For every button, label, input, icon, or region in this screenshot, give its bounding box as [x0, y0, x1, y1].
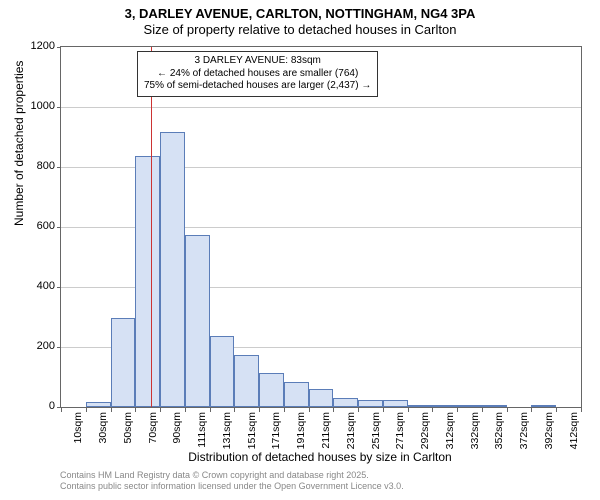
chart-title-line2: Size of property relative to detached ho… [0, 21, 600, 37]
x-tick-label: 372sqm [518, 412, 530, 452]
annotation-line-2: ← 24% of detached houses are smaller (76… [144, 68, 371, 81]
histogram-bar [432, 405, 457, 407]
y-tick-label: 1200 [31, 40, 55, 52]
x-tick [234, 407, 235, 412]
annotation-line-3: 75% of semi-detached houses are larger (… [144, 80, 371, 93]
histogram-bar [457, 405, 482, 407]
x-tick [185, 407, 186, 412]
x-tick [531, 407, 532, 412]
x-tick [383, 407, 384, 412]
x-tick-label: 392sqm [543, 412, 555, 452]
highlight-line [151, 47, 152, 407]
x-tick-label: 211sqm [320, 412, 332, 452]
x-tick [259, 407, 260, 412]
x-tick-label: 90sqm [171, 412, 183, 452]
y-tick-label: 600 [37, 220, 55, 232]
x-tick [111, 407, 112, 412]
x-tick [482, 407, 483, 412]
x-tick [457, 407, 458, 412]
x-tick-label: 312sqm [444, 412, 456, 452]
footer-line-2: Contains public sector information licen… [60, 481, 404, 492]
x-tick-label: 332sqm [469, 412, 481, 452]
histogram-bar [210, 336, 235, 407]
plot-area: 3 DARLEY AVENUE: 83sqm ← 24% of detached… [60, 46, 582, 408]
x-tick-label: 131sqm [221, 412, 233, 452]
x-tick [309, 407, 310, 412]
histogram-bar [309, 389, 334, 407]
histogram-bar [408, 405, 433, 407]
y-tick-label: 800 [37, 160, 55, 172]
histogram-bar [111, 318, 136, 407]
x-tick [210, 407, 211, 412]
y-tick-label: 0 [49, 400, 55, 412]
x-tick-label: 231sqm [345, 412, 357, 452]
x-tick-label: 352sqm [493, 412, 505, 452]
histogram-bar [482, 405, 507, 407]
histogram-bar [284, 382, 309, 408]
x-tick-label: 292sqm [419, 412, 431, 452]
x-tick-label: 70sqm [147, 412, 159, 452]
histogram-bar [185, 235, 210, 408]
x-tick-label: 50sqm [122, 412, 134, 452]
x-tick [556, 407, 557, 412]
x-tick [581, 407, 582, 412]
y-tick-label: 400 [37, 280, 55, 292]
y-tick [57, 347, 61, 348]
footer-line-1: Contains HM Land Registry data © Crown c… [60, 470, 404, 481]
histogram-bar [259, 373, 284, 408]
y-tick-label: 200 [37, 340, 55, 352]
x-tick [160, 407, 161, 412]
x-tick [358, 407, 359, 412]
histogram-bar [531, 405, 556, 407]
histogram-bar [160, 132, 185, 407]
x-tick-label: 151sqm [246, 412, 258, 452]
x-tick-label: 30sqm [97, 412, 109, 452]
histogram-bar [333, 398, 358, 407]
histogram-bar [86, 402, 111, 407]
x-tick-label: 191sqm [295, 412, 307, 452]
y-tick-label: 1000 [31, 100, 55, 112]
histogram-bar [358, 400, 383, 407]
histogram-bar [383, 400, 408, 407]
x-tick-label: 10sqm [72, 412, 84, 452]
x-tick [408, 407, 409, 412]
y-tick [57, 167, 61, 168]
x-tick [86, 407, 87, 412]
x-tick-label: 412sqm [568, 412, 580, 452]
x-tick [284, 407, 285, 412]
y-axis-label: Number of detached properties [12, 61, 26, 226]
y-tick [57, 227, 61, 228]
histogram-bar [234, 355, 259, 407]
x-tick [432, 407, 433, 412]
x-tick-label: 111sqm [196, 412, 208, 452]
highlight-annotation: 3 DARLEY AVENUE: 83sqm ← 24% of detached… [137, 51, 378, 97]
histogram-bar [135, 156, 160, 407]
x-tick-label: 271sqm [394, 412, 406, 452]
x-tick-label: 251sqm [370, 412, 382, 452]
chart-title-line1: 3, DARLEY AVENUE, CARLTON, NOTTINGHAM, N… [0, 0, 600, 21]
x-tick [507, 407, 508, 412]
x-tick [135, 407, 136, 412]
y-tick [57, 47, 61, 48]
y-tick [57, 287, 61, 288]
x-tick [61, 407, 62, 412]
footer-text: Contains HM Land Registry data © Crown c… [60, 470, 404, 492]
annotation-line-1: 3 DARLEY AVENUE: 83sqm [144, 55, 371, 68]
x-axis-label: Distribution of detached houses by size … [60, 450, 580, 464]
gridline [61, 107, 581, 108]
x-tick-label: 171sqm [270, 412, 282, 452]
y-tick [57, 107, 61, 108]
x-tick [333, 407, 334, 412]
